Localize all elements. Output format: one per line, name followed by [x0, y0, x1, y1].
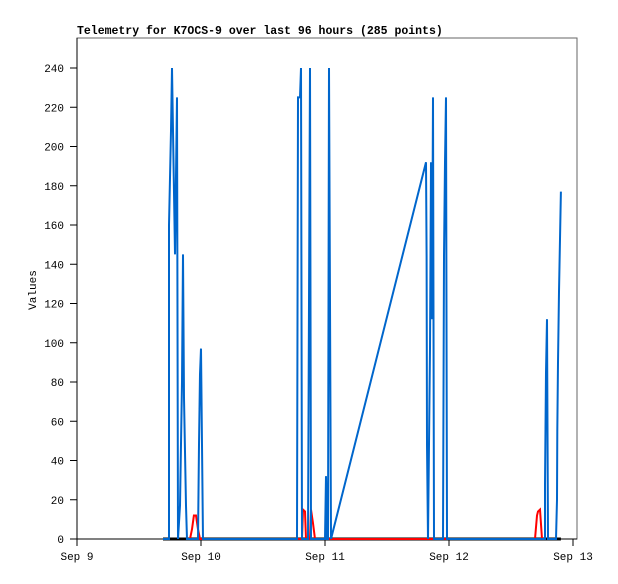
y-tick-label: 20 — [51, 496, 64, 508]
x-axis: Sep 9 Sep 10 Sep 11 Sep 12 Sep 13 — [60, 538, 593, 564]
y-tick-label: 0 — [57, 535, 64, 547]
y-tick-label: 40 — [51, 457, 64, 469]
y-axis-label: Values — [28, 270, 40, 310]
y-axis: 0 20 40 60 80 100 120 140 160 180 200 220 240 — [44, 38, 78, 547]
y-tick-label: 100 — [44, 339, 64, 351]
plot-frame — [76, 37, 578, 540]
y-tick-label: 60 — [51, 417, 64, 429]
series-line-1 — [189, 507, 543, 540]
x-tick-label: Sep 9 — [60, 552, 93, 564]
x-tick-label: Sep 12 — [429, 552, 469, 564]
x-tick-label: Sep 10 — [181, 552, 221, 564]
series-line-2 — [163, 67, 562, 540]
y-tick-label: 180 — [44, 182, 64, 194]
y-tick-label: 120 — [44, 300, 64, 312]
y-tick-label: 160 — [44, 221, 64, 233]
y-tick-label: 220 — [44, 103, 64, 115]
y-tick-label: 140 — [44, 260, 64, 272]
chart-title: Telemetry for K7OCS-9 over last 96 hours… — [77, 25, 443, 38]
y-tick-label: 80 — [51, 378, 64, 390]
series-group — [163, 67, 562, 541]
x-tick-label: Sep 13 — [553, 552, 593, 564]
x-tick-label: Sep 11 — [305, 552, 345, 564]
y-tick-label: 200 — [44, 143, 64, 155]
y-tick-label: 240 — [44, 64, 64, 76]
